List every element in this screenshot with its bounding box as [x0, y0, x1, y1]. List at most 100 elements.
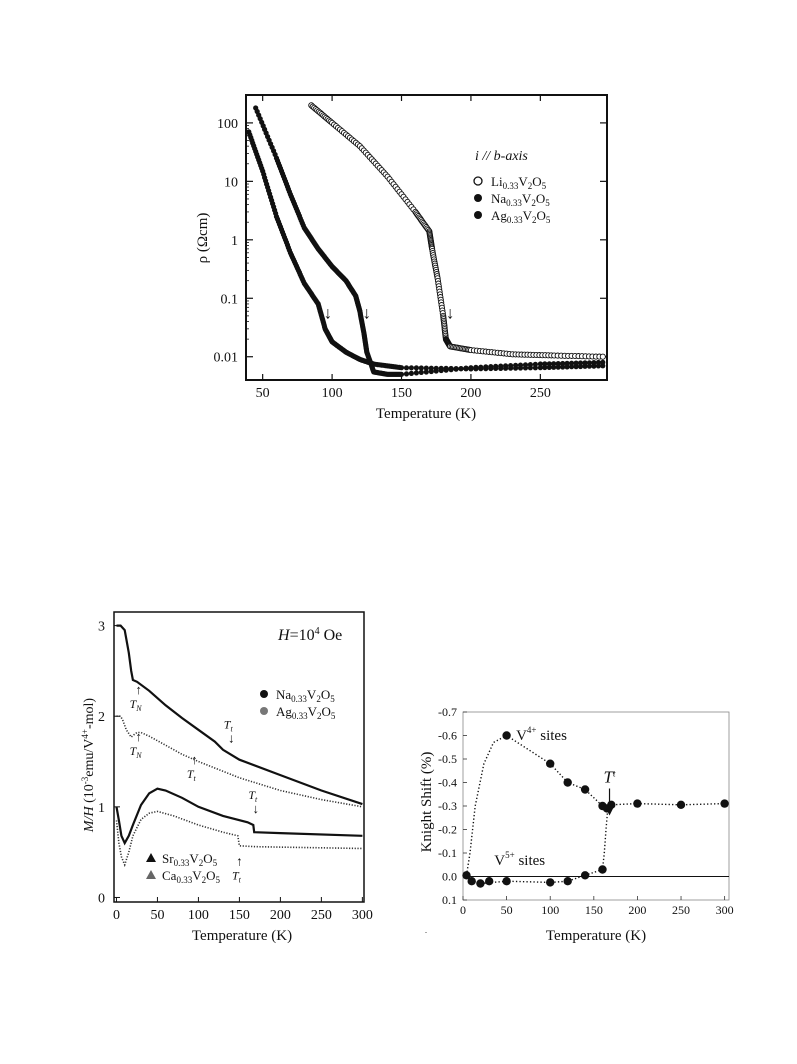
resistivity-panel: 50 100 150 200 250 100 10 1 0.1 0.01 ↓ ↓ ↓ Temperatu… [195, 94, 608, 422]
point-V4+-sites-7 [633, 799, 642, 808]
point-V4+-sites-2 [563, 778, 572, 787]
x-tick-label-2: 150 [391, 386, 412, 401]
y-tick-label-0: 0 [98, 891, 105, 906]
site-label-1: V5+ sites [494, 850, 545, 869]
point-Ag0.33V2O5-193 [453, 366, 459, 372]
point-Na0.33V2O5-185 [551, 364, 557, 370]
point-V5+-sites-7 [580, 871, 590, 880]
stray-mark: . [425, 926, 427, 935]
transition-arrow-2: ↓ [446, 304, 455, 323]
point-V5+-sites-6 [563, 877, 572, 886]
y-tick-label-0: -0.7 [438, 705, 457, 719]
transition-label-0: ↑TN [130, 682, 143, 713]
point-V5+-sites-1 [467, 877, 476, 886]
point-Ag0.33V2O5-210 [537, 361, 544, 367]
point-Ag0.33V2O5-207 [522, 362, 529, 368]
x-tick-label-4: 200 [628, 903, 646, 917]
down-arrow: ↓ [253, 801, 260, 816]
transition-arrow-0: ↓ [324, 304, 333, 323]
label-text: Tt [224, 718, 234, 734]
up-arrow: ↑ [191, 752, 198, 767]
point-Ag0.33V2O5-208 [527, 362, 534, 368]
label-text: Tt [187, 767, 197, 783]
y-tick-label-8: 0.1 [442, 893, 457, 907]
point-V5+-sites-3 [485, 877, 494, 886]
x-tick-label-3: 150 [229, 908, 250, 923]
label-text: Tt [232, 868, 242, 884]
field-annotation: H=104 Oe [277, 626, 342, 644]
transition-label-1: ↑TN [130, 729, 143, 760]
point-Ag0.33V2O5-202 [498, 363, 504, 369]
y-tick-label-7: 0.0 [442, 870, 457, 884]
point-Ag0.33V2O5-203 [503, 363, 509, 369]
magnetization-panel: 0 50 100 150 200 250 3000123↑TN↑TNTt↓↑TtTt↓↑Tt… [80, 611, 373, 944]
x-tick-label-3: 200 [460, 386, 481, 401]
label-text: Tt [248, 788, 258, 804]
x-tick-label-0: 0 [460, 903, 466, 917]
point-Ag0.33V2O5-214 [555, 361, 561, 367]
up-arrow: ↑ [135, 682, 142, 697]
point-Na0.33V2O5-182 [537, 365, 544, 371]
point-Ag0.33V2O5-187 [423, 369, 429, 375]
down-arrow: ↓ [228, 731, 235, 746]
point-Ag0.33V2O5-221 [586, 360, 593, 366]
point-Ag0.33V2O5-217 [569, 360, 575, 366]
legend-label-ag: Ag0.33V2O5 [491, 208, 551, 225]
legend-label-sr: Sr0.33V2O5 [162, 851, 218, 868]
site-label-0: V4+ sites [516, 725, 567, 744]
x-tick-label-1: 50 [501, 903, 513, 917]
point-Ag0.33V2O5-201 [493, 363, 499, 369]
y-tick-label-4: -0.3 [438, 799, 457, 813]
up-arrow: ↑ [236, 853, 243, 868]
magnetization-x-label: Temperature (K) [192, 928, 292, 944]
point-V5+-sites-2 [476, 879, 485, 888]
transition-label-3: ↑Tt [187, 752, 198, 783]
curve-Sr0.33V2O5 [115, 787, 363, 846]
legend-marker-ag-m [260, 707, 268, 715]
point-Ag0.33V2O5-197 [473, 364, 479, 370]
curve-Ag0.33V2O5 [116, 715, 363, 808]
point-Ag0.33V2O5-182 [398, 371, 405, 377]
legend-marker-ag [474, 211, 482, 219]
y-tick-label-5: -0.2 [438, 823, 457, 837]
label-text: TN [130, 744, 143, 760]
point-Ag0.33V2O5-209 [532, 361, 539, 367]
y-tick-label-1: 10 [224, 175, 238, 190]
point-Ag0.33V2O5-198 [478, 364, 484, 370]
point-Ag0.33V2O5-195 [463, 365, 469, 371]
knight-shift-panel: 0 50 100 150 200 250 300 -0.7 -0.6 -0.5 -0.4 -0.3 -0… [419, 705, 734, 944]
x-tick-label-4: 200 [270, 908, 291, 923]
point-Ag0.33V2O5-199 [483, 364, 489, 370]
magnetization-legend-bottom: Sr0.33V2O5 Ca0.33V2O5 [146, 851, 220, 885]
transition-label-2: Tt↓ [224, 718, 235, 746]
legend-marker-sr [146, 853, 156, 862]
resistivity-plot-frame [245, 94, 608, 381]
resistivity-legend-title: i // b-axis [475, 149, 528, 164]
point-Ag0.33V2O5-183 [403, 371, 410, 377]
resistivity-x-label: Temperature (K) [376, 406, 476, 422]
point-Na0.33V2O5-154 [398, 365, 405, 371]
magnetization-legend-top: Na0.33V2O5 Ag0.33V2O5 [260, 687, 336, 721]
point-Ag0.33V2O5-224 [600, 359, 606, 365]
x-tick-label-0: 0 [113, 908, 120, 923]
point-Ag0.33V2O5-205 [513, 362, 519, 368]
point-Na0.33V2O5-157 [413, 365, 419, 371]
y-tick-label-3: -0.4 [438, 776, 457, 790]
point-Li0.33V2O5-196 [599, 353, 606, 360]
label-text: TN [130, 697, 143, 713]
point-Ag0.33V2O5-211 [542, 361, 548, 367]
up-arrow: ↑ [135, 729, 142, 744]
x-tick-label-2: 100 [188, 908, 209, 923]
point-Na0.33V2O5-188 [564, 364, 570, 370]
guide-curve-1 [465, 808, 609, 885]
legend-marker-ca [146, 870, 156, 879]
point-Ag0.33V2O5-186 [418, 369, 424, 375]
y-tick-label-2: 1 [231, 234, 238, 249]
transition-label-4: Tt↓ [248, 788, 259, 816]
point-Ag0.33V2O5-212 [546, 361, 552, 367]
point-Ag0.33V2O5-213 [551, 361, 557, 367]
x-tick-label-6: 300 [352, 908, 373, 923]
x-tick-label-0: 50 [256, 386, 270, 401]
x-tick-label-6: 300 [716, 903, 734, 917]
